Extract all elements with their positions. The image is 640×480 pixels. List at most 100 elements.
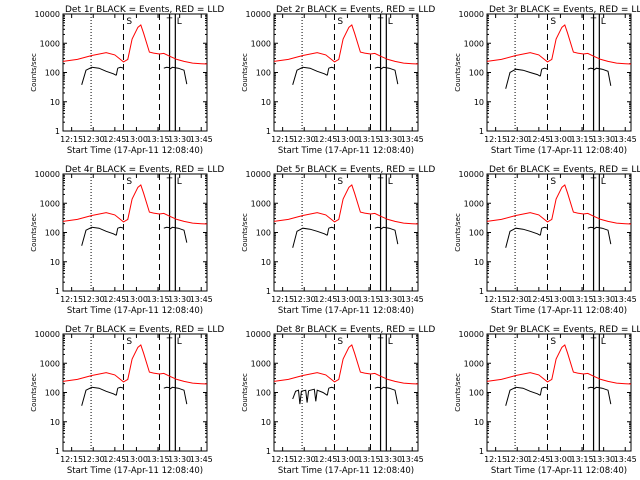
x-axis-title: Start Time (17-Apr-11 12:08:40) — [491, 146, 627, 156]
y-tick-label: 10000 — [246, 10, 271, 19]
events-series-line — [587, 226, 594, 229]
s-marker-label: S — [550, 337, 556, 347]
detector-panel: Det 4r BLACK = Events, RED = LLD 1 10 100 10… — [30, 165, 224, 316]
panel-title: Det 2r BLACK = Events, RED = LLD — [276, 5, 435, 15]
x-tick-label: 12:15 — [271, 455, 294, 464]
x-tick-label: 13:45 — [190, 455, 213, 464]
detector-panel: Det 1r BLACK = Events, RED = LLD 1 10 100 10… — [30, 5, 224, 156]
panel-title: Det 8r BLACK = Events, RED = LLD — [276, 325, 435, 335]
x-axis-title: Start Time (17-Apr-11 12:08:40) — [67, 146, 203, 156]
lld-series-line — [62, 184, 208, 225]
plot-frame — [486, 13, 632, 132]
x-tick-label: 13:15 — [147, 455, 170, 464]
x-tick-label: 13:00 — [336, 135, 359, 144]
x-tick-label: 12:45 — [103, 135, 126, 144]
events-series-line — [292, 389, 310, 405]
x-tick-label: 13:30 — [168, 295, 191, 304]
y-tick-label: 10000 — [35, 330, 60, 339]
l-marker-label: L — [177, 17, 182, 27]
y-tick-label: 10000 — [459, 10, 484, 19]
y-tick-label: 10 — [261, 98, 271, 107]
y-axis-title: Counts/sec — [454, 53, 462, 92]
events-series-line — [374, 226, 381, 229]
x-tick-label: 12:30 — [506, 135, 529, 144]
x-tick-label: 13:00 — [336, 295, 359, 304]
x-tick-label: 13:00 — [549, 295, 572, 304]
x-axis-title: Start Time (17-Apr-11 12:08:40) — [491, 306, 627, 316]
x-tick-label: 12:15 — [271, 295, 294, 304]
x-tick-label: 13:45 — [190, 135, 213, 144]
y-tick-label: 1000 — [464, 359, 484, 368]
x-tick-label: 13:45 — [614, 455, 637, 464]
l-marker-label: L — [388, 177, 393, 187]
lld-series-line — [486, 24, 632, 65]
s-marker-label: S — [550, 17, 556, 27]
x-tick-label: 13:00 — [125, 455, 148, 464]
y-tick-label: 1000 — [40, 199, 60, 208]
t-marker-label: T — [377, 337, 384, 347]
lld-series-line — [273, 24, 419, 65]
x-tick-label: 12:15 — [484, 135, 507, 144]
events-series-line — [81, 226, 117, 246]
panel-title: Det 4r BLACK = Events, RED = LLD — [65, 165, 224, 175]
y-tick-label: 1 — [479, 287, 484, 296]
detector-panel: Det 6r BLACK = Events, RED = LLD 1 10 100 10… — [454, 165, 640, 316]
events-series-line — [115, 228, 119, 236]
events-series-line — [328, 66, 335, 69]
events-series-line — [505, 227, 541, 248]
x-tick-label: 12:15 — [60, 295, 83, 304]
events-series-line — [541, 226, 548, 229]
events-series-line — [169, 386, 188, 405]
y-tick-label: 10 — [50, 418, 60, 427]
x-tick-label: 13:30 — [592, 295, 615, 304]
detector-panel: Det 9r BLACK = Events, RED = LLD 1 10 100 10… — [454, 325, 640, 476]
panel-title: Det 6r BLACK = Events, RED = LLD — [489, 165, 640, 175]
t-marker-label: T — [166, 177, 173, 187]
l-marker-label: L — [177, 337, 182, 347]
x-tick-label: 13:45 — [614, 135, 637, 144]
events-series-line — [115, 68, 119, 76]
events-series-line — [326, 68, 330, 76]
x-tick-label: 12:15 — [60, 135, 83, 144]
s-marker-label: S — [550, 177, 556, 187]
x-tick-label: 12:15 — [271, 135, 294, 144]
x-tick-label: 13:30 — [379, 455, 402, 464]
detector-panel: Det 8r BLACK = Events, RED = LLD 1 10 100 10… — [241, 325, 435, 476]
events-series-line — [541, 67, 548, 70]
events-series-line — [115, 388, 119, 396]
y-axis-title: Counts/sec — [241, 53, 249, 92]
y-tick-label: 10 — [474, 98, 484, 107]
plot-frame — [486, 173, 632, 292]
x-axis-title: Start Time (17-Apr-11 12:08:40) — [278, 466, 414, 476]
x-tick-label: 12:15 — [60, 455, 83, 464]
x-tick-label: 12:45 — [314, 455, 337, 464]
panel-title: Det 3r BLACK = Events, RED = LLD — [489, 5, 640, 15]
y-tick-label: 1 — [266, 287, 271, 296]
x-tick-label: 13:00 — [549, 455, 572, 464]
events-series-line — [539, 228, 543, 236]
y-tick-label: 100 — [469, 69, 484, 78]
events-series-line — [505, 386, 541, 406]
detector-panel: Det 2r BLACK = Events, RED = LLD 1 10 100 10… — [241, 5, 435, 156]
y-tick-label: 100 — [469, 389, 484, 398]
x-tick-label: 13:30 — [379, 135, 402, 144]
events-series-line — [292, 227, 328, 248]
events-series-line — [308, 388, 328, 402]
s-marker-label: S — [126, 337, 132, 347]
y-tick-label: 1 — [266, 447, 271, 456]
detector-panel: Det 5r BLACK = Events, RED = LLD 1 10 100 10… — [241, 165, 435, 316]
x-tick-label: 13:45 — [401, 295, 424, 304]
detector-panel: Det 7r BLACK = Events, RED = LLD 1 10 100 10… — [30, 325, 224, 476]
plot-frame — [273, 173, 419, 292]
y-tick-label: 1000 — [40, 39, 60, 48]
y-tick-label: 10 — [474, 418, 484, 427]
x-axis-title: Start Time (17-Apr-11 12:08:40) — [67, 306, 203, 316]
y-tick-label: 1000 — [251, 39, 271, 48]
y-tick-label: 1 — [55, 127, 60, 136]
events-series-line — [541, 386, 548, 389]
panel-title: Det 7r BLACK = Events, RED = LLD — [65, 325, 224, 335]
x-axis-title: Start Time (17-Apr-11 12:08:40) — [278, 146, 414, 156]
y-tick-label: 10 — [50, 98, 60, 107]
events-series-line — [380, 66, 399, 85]
events-series-line — [539, 388, 543, 396]
